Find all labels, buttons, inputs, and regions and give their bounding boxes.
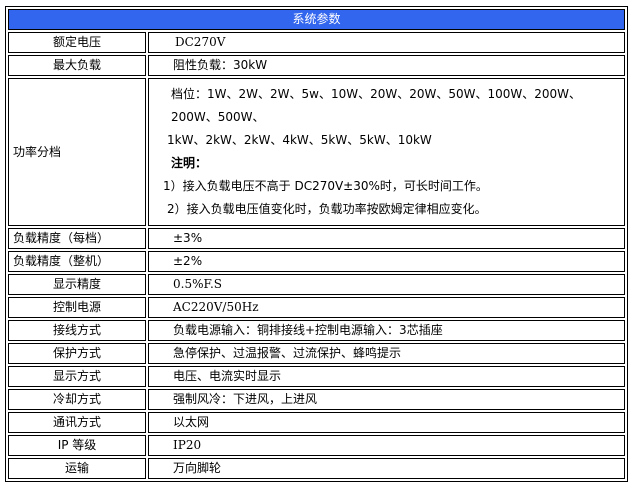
row-label: 显示精度 <box>8 274 146 295</box>
row-value: 强制风冷：下进风，上进风 <box>148 389 625 410</box>
gears-line-1: 档位：1W、2W、2W、5w、10W、20W、20W、50W、100W、200W… <box>171 87 582 124</box>
table-row: 显示精度 0.5%F.S <box>8 274 625 295</box>
table-row: 通讯方式 以太网 <box>8 412 625 433</box>
row-value: ±3% <box>148 228 625 249</box>
row-label: 接线方式 <box>8 320 146 341</box>
row-value: 电压、电流实时显示 <box>148 366 625 387</box>
row-label: 负载精度（整机） <box>8 251 146 272</box>
row-label: 额定电压 <box>8 32 146 53</box>
row-value: DC270V <box>148 32 625 53</box>
table-row: IP 等级 IP20 <box>8 435 625 456</box>
note-title: 注明： <box>171 156 208 170</box>
row-value: 以太网 <box>148 412 625 433</box>
row-value: 档位：1W、2W、2W、5w、10W、20W、20W、50W、100W、200W… <box>148 78 625 226</box>
row-label: 通讯方式 <box>8 412 146 433</box>
table-row: 保护方式 急停保护、过温报警、过流保护、蜂鸣提示 <box>8 343 625 364</box>
row-label: 运输 <box>8 458 146 479</box>
note-1: 1）接入负载电压不高于 DC270V±30%时，可长时间工作。 <box>163 179 488 193</box>
table-row: 负载精度（整机） ±2% <box>8 251 625 272</box>
row-label: 显示方式 <box>8 366 146 387</box>
row-value: 万向脚轮 <box>148 458 625 479</box>
row-value: 负载电源输入：铜排接线+控制电源输入：3芯插座 <box>148 320 625 341</box>
gears-line-2: 1kW、2kW、2kW、4kW、5kW、5kW、10kW <box>167 133 432 147</box>
table-row: 额定电压 DC270V <box>8 32 625 53</box>
table-row: 运输 万向脚轮 <box>8 458 625 479</box>
table-row: 冷却方式 强制风冷：下进风，上进风 <box>8 389 625 410</box>
row-value: 急停保护、过温报警、过流保护、蜂鸣提示 <box>148 343 625 364</box>
table-row: 功率分档 档位：1W、2W、2W、5w、10W、20W、20W、50W、100W… <box>8 78 625 226</box>
table-title: 系统参数 <box>8 9 625 30</box>
system-parameters-table: 系统参数 额定电压 DC270V 最大负载 阻性负载：30kW 功率分档 档位：1W… <box>5 6 628 482</box>
row-label: 保护方式 <box>8 343 146 364</box>
row-value: ±2% <box>148 251 625 272</box>
row-label: 功率分档 <box>8 78 146 226</box>
table-row: 接线方式 负载电源输入：铜排接线+控制电源输入：3芯插座 <box>8 320 625 341</box>
row-label: 控制电源 <box>8 297 146 318</box>
table-row: 负载精度（每档） ±3% <box>8 228 625 249</box>
row-value: 0.5%F.S <box>148 274 625 295</box>
row-value: IP20 <box>148 435 625 456</box>
table-row: 控制电源 AC220V/50Hz <box>8 297 625 318</box>
row-label: 负载精度（每档） <box>8 228 146 249</box>
row-label: IP 等级 <box>8 435 146 456</box>
row-value: AC220V/50Hz <box>148 297 625 318</box>
table-row: 显示方式 电压、电流实时显示 <box>8 366 625 387</box>
table-row: 最大负载 阻性负载：30kW <box>8 55 625 76</box>
note-2: 2）接入负载电压值变化时，负载功率按欧姆定律相应变化。 <box>167 202 487 216</box>
row-label: 冷却方式 <box>8 389 146 410</box>
row-value: 阻性负载：30kW <box>148 55 625 76</box>
row-label: 最大负载 <box>8 55 146 76</box>
